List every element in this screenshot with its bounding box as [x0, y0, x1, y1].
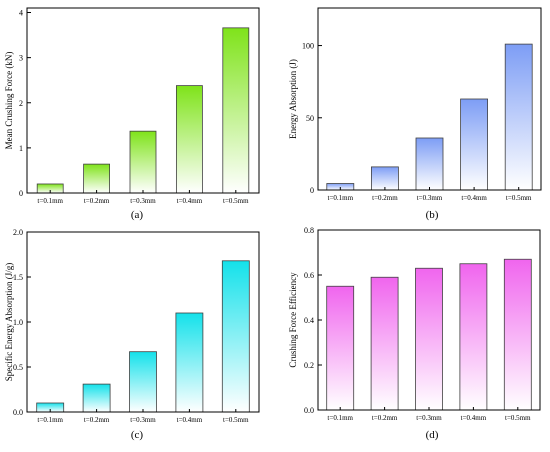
chart-panel-b: 0 50 100 t=0.1mm t=0.2mm t=0.3mm t=0.4mm t=0.5… [288, 7, 542, 221]
y-tick-label: 50 [306, 114, 314, 123]
bar-group [326, 43, 533, 191]
bar-group [36, 260, 250, 413]
y-tick-label: 0 [19, 189, 23, 198]
y-tick-label: 1 [19, 144, 23, 153]
x-tick-label: t=0.3mm [416, 414, 442, 422]
y-axis: 0 50 100 [302, 42, 322, 195]
bar-t-0-2mm [82, 383, 111, 413]
x-tick-label: t=0.2mm [84, 197, 110, 205]
x-axis: t=0.1mm t=0.2mm t=0.3mm t=0.4mm t=0.5mm [328, 187, 532, 202]
bar-t-0-3mm [415, 137, 444, 191]
y-tick-label: 0.2 [304, 361, 314, 370]
x-tick-label: t=0.5mm [505, 414, 531, 422]
bar-t-0-3mm [129, 130, 157, 194]
y-tick-label: 0.4 [304, 316, 314, 325]
y-axis-label: Mean Crushing Force (kN) [4, 52, 14, 150]
y-tick-label: 3 [19, 54, 23, 63]
x-tick-label: t=0.4mm [177, 197, 203, 205]
bar-t-0-5mm [504, 43, 533, 191]
bar-t-0-5mm [503, 258, 532, 411]
x-tick-label: t=0.3mm [417, 194, 443, 202]
x-tick-label: t=0.1mm [327, 414, 353, 422]
x-tick-label: t=0.3mm [130, 197, 156, 205]
panel-label: (d) [426, 429, 439, 441]
x-tick-label: t=0.4mm [461, 194, 487, 202]
bar-t-0-2mm [83, 163, 110, 194]
bar-group [326, 258, 532, 411]
y-tick-label: 0.6 [304, 271, 314, 280]
panel-label: (a) [131, 209, 144, 221]
bar-t-0-5mm [222, 27, 250, 194]
panel-label: (c) [131, 429, 144, 441]
x-tick-label: t=0.3mm [130, 416, 156, 424]
x-tick-label: t=0.5mm [223, 197, 249, 205]
bar-t-0-4mm [459, 263, 488, 411]
x-tick-label: t=0.4mm [177, 416, 203, 424]
bar-group [36, 27, 250, 194]
y-tick-label: 0 [310, 186, 314, 195]
bar-t-0-3mm [129, 351, 157, 413]
y-tick-label: 2 [19, 99, 23, 108]
x-tick-label: t=0.1mm [37, 416, 63, 424]
bar-t-0-2mm [370, 276, 399, 411]
x-tick-label: t=0.2mm [372, 194, 398, 202]
x-tick-label: t=0.5mm [506, 194, 532, 202]
y-tick-label: 0.5 [13, 363, 23, 372]
bar-t-0-4mm [460, 98, 489, 191]
x-tick-label: t=0.4mm [461, 414, 487, 422]
x-tick-label: t=0.1mm [37, 197, 63, 205]
y-tick-label: 4 [19, 9, 23, 18]
y-tick-label: 0.8 [304, 226, 314, 235]
x-tick-label: t=0.2mm [372, 414, 398, 422]
chart-panel-c: 0.00.51.01.52.0 t=0.1mm t=0.2mm t=0.3mm t=0… [4, 228, 260, 441]
x-axis: t=0.1mm t=0.2mm t=0.3mm t=0.4mm t=0.5mm [37, 190, 249, 205]
bar-t-0-1mm [326, 285, 355, 411]
bar-t-0-3mm [415, 267, 443, 411]
y-axis-label: Crushing Force Efficiency [288, 272, 298, 368]
y-axis: 0.0 0.2 0.4 0.6 0.8 [304, 226, 322, 415]
bar-t-0-2mm [370, 166, 399, 191]
x-tick-label: t=0.2mm [84, 416, 110, 424]
panel-label: (b) [426, 209, 439, 221]
y-tick-label: 0.0 [304, 406, 314, 415]
x-tick-label: t=0.1mm [328, 194, 354, 202]
y-axis-label: Energy Absorption (J) [288, 59, 298, 139]
x-tick-label: t=0.5mm [223, 416, 249, 424]
bar-t-0-4mm [175, 85, 203, 194]
y-tick-label: 2.0 [13, 228, 23, 237]
y-tick-label: 1.0 [13, 318, 23, 327]
chart-panel-a: 0 1 2 3 4 t=0.1mm t=0.2mm t=0.3mm t=0.4mm t=0.5m… [4, 7, 260, 221]
x-axis: t=0.1mm t=0.2mm t=0.3mm t=0.4mm t=0.5mm [327, 407, 531, 422]
y-tick-label: 1.5 [13, 273, 23, 282]
y-tick-label: 0.0 [13, 408, 23, 417]
bar-t-0-4mm [175, 312, 204, 413]
y-axis: 0 1 2 3 4 [19, 9, 31, 198]
x-axis: t=0.1mm t=0.2mm t=0.3mm t=0.4mm t=0.5mm [37, 409, 249, 424]
y-axis: 0.0 0.5 1.0 1.5 2.0 [13, 228, 31, 417]
bar-t-0-5mm [221, 260, 250, 413]
chart-panel-d: 0.00.20.40.60.8 t=0.1mm t=0.2mm t=0.3mm t=0… [288, 226, 541, 441]
y-axis-label: Specific Energy Absorption (J/g) [4, 263, 14, 382]
y-tick-label: 100 [302, 42, 314, 51]
